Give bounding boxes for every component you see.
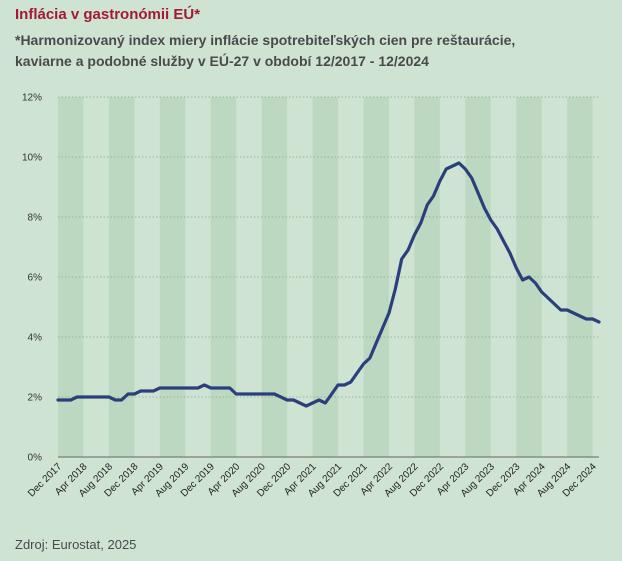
chart-title: Inflácia v gastronómii EÚ* [15,6,201,23]
series-group [56,161,601,408]
y-axis-ticks: 0% 2% 4% 6% 8% 10% 12% [22,93,42,464]
y-tick-label: 10% [22,153,42,164]
series-line [56,161,601,408]
y-tick-label: 0% [28,453,43,464]
y-tick-label: 2% [28,393,43,404]
y-tick-label: 12% [22,93,42,104]
chart-subtitle: *Harmonizovaný index miery inflácie spot… [15,30,610,72]
y-tick-label: 4% [28,333,43,344]
subtitle-line-1: *Harmonizovaný index miery inflácie spot… [15,32,516,48]
y-tick-label: 8% [28,213,43,224]
source-note: Zdroj: Eurostat, 2025 [15,537,137,552]
subtitle-line-2: kaviarne a podobné služby v EÚ-27 v obdo… [15,53,429,69]
y-tick-label: 6% [28,273,43,284]
